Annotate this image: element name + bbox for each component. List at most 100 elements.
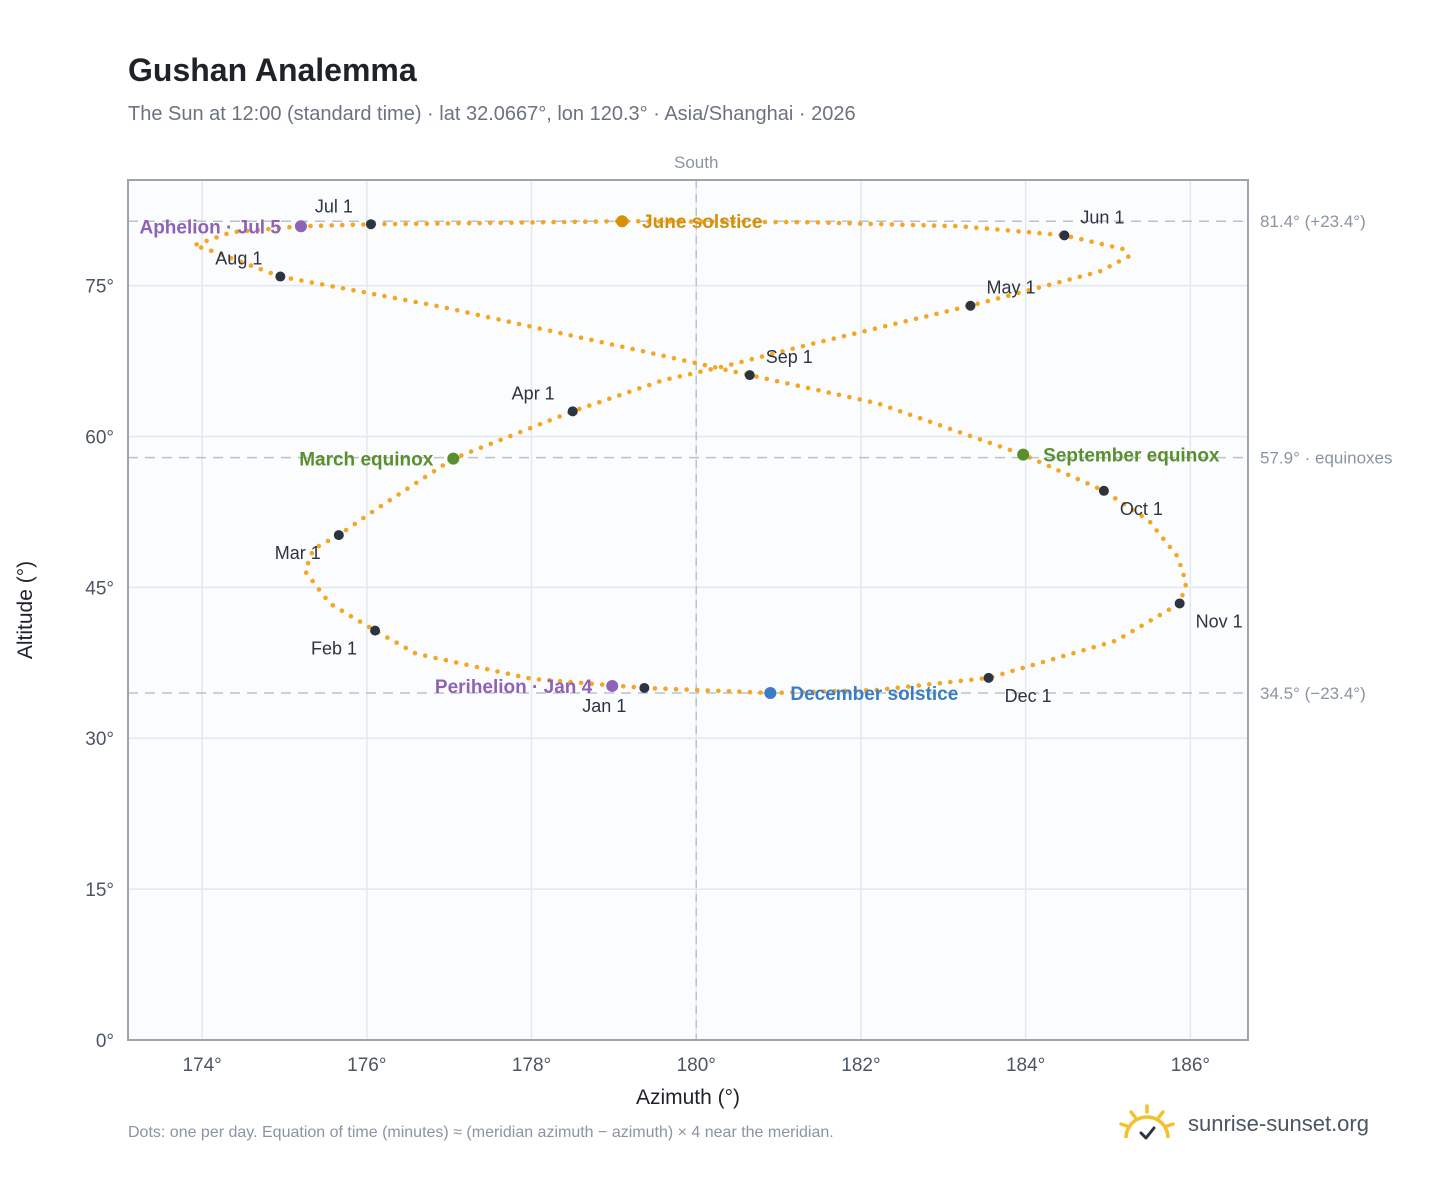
daily-sun-dot — [917, 416, 923, 421]
month-marker — [744, 370, 755, 381]
reference-label: 81.4° (+23.4°) — [1260, 212, 1366, 231]
daily-sun-dot — [887, 405, 893, 411]
daily-sun-dot — [1167, 544, 1173, 550]
daily-sun-dot — [954, 306, 960, 312]
reference-label: 57.9° · equinoxes — [1260, 449, 1393, 468]
daily-sun-dot — [997, 444, 1003, 449]
daily-sun-dot — [557, 678, 563, 684]
daily-sun-dot — [627, 389, 632, 395]
daily-sun-dot — [557, 414, 562, 419]
daily-sun-dot — [433, 655, 438, 661]
daily-sun-dot — [879, 221, 884, 227]
daily-sun-dot — [1016, 229, 1021, 234]
daily-sun-dot — [1120, 246, 1125, 252]
daily-sun-dot — [910, 222, 916, 228]
daily-sun-dot — [1099, 241, 1105, 247]
y-tick-label: 15° — [85, 880, 114, 901]
daily-sun-dot — [340, 286, 346, 291]
daily-sun-dot — [739, 359, 744, 365]
daily-sun-dot — [773, 219, 778, 225]
month-marker — [333, 530, 344, 541]
daily-sun-dot — [906, 684, 911, 689]
daily-sun-dot — [652, 686, 658, 691]
daily-sun-dot — [318, 223, 324, 228]
y-tick-label: 45° — [85, 578, 114, 599]
month-label: Oct 1 — [1120, 499, 1163, 519]
daily-sun-dot — [329, 223, 335, 228]
daily-sun-dot — [530, 220, 535, 225]
daily-sun-dot — [877, 402, 883, 407]
daily-sun-dot — [325, 538, 331, 544]
daily-sun-dot — [862, 328, 867, 334]
daily-sun-dot — [815, 220, 821, 225]
daily-sun-dot — [361, 222, 366, 227]
daily-sun-dot — [537, 326, 542, 331]
daily-sun-dot — [1097, 269, 1103, 274]
brand-link[interactable]: sunrise-sunset.org — [1118, 1102, 1369, 1146]
daily-sun-dot — [832, 688, 837, 694]
daily-sun-dot — [609, 342, 615, 347]
daily-sun-dot — [496, 317, 501, 322]
x-tick-label: 176° — [347, 1055, 386, 1076]
daily-sun-dot — [475, 312, 481, 318]
daily-sun-dot — [800, 343, 806, 349]
x-tick-label: 174° — [182, 1055, 221, 1076]
daily-sun-dot — [488, 441, 494, 447]
daily-sun-dot — [699, 219, 704, 224]
daily-sun-dot — [927, 419, 933, 425]
daily-sun-dot — [1111, 639, 1117, 644]
daily-sun-dot — [1056, 468, 1061, 473]
daily-sun-dot — [506, 319, 512, 325]
daily-sun-dot — [599, 339, 604, 345]
daily-sun-dot — [857, 397, 862, 402]
daily-sun-dot — [783, 219, 789, 225]
daily-sun-dot — [1085, 481, 1090, 486]
daily-sun-dot — [323, 595, 328, 601]
daily-sun-dot — [1016, 290, 1021, 296]
daily-sun-dot — [268, 270, 274, 276]
daily-sun-dot — [1071, 650, 1076, 656]
daily-sun-dot — [657, 379, 662, 384]
daily-sun-dot — [1126, 254, 1131, 259]
daily-sun-dot — [456, 221, 461, 226]
daily-sun-dot — [957, 430, 963, 435]
daily-sun-dot — [218, 252, 224, 257]
daily-sun-dot — [339, 222, 345, 228]
daily-sun-dot — [867, 399, 873, 405]
daily-sun-dot — [577, 406, 582, 412]
daily-sun-dot — [737, 689, 742, 694]
daily-sun-dot — [1079, 237, 1084, 242]
daily-sun-dot — [394, 640, 399, 645]
month-marker — [983, 672, 994, 683]
meridian-label: South — [674, 153, 718, 172]
month-marker — [1098, 485, 1109, 496]
daily-sun-dot — [789, 690, 795, 695]
daily-sun-dot — [392, 295, 398, 301]
daily-sun-dot — [794, 219, 800, 225]
daily-sun-dot — [752, 219, 757, 225]
daily-sun-dot — [527, 425, 533, 431]
daily-sun-dot — [361, 515, 366, 521]
daily-sun-dot — [593, 219, 599, 224]
daily-sun-dot — [1030, 662, 1036, 668]
daily-sun-dot — [1006, 293, 1011, 299]
daily-sun-dot — [396, 492, 401, 497]
daily-sun-dot — [651, 351, 656, 356]
daily-sun-dot — [831, 336, 837, 341]
daily-sun-dot — [889, 222, 895, 227]
daily-sun-dot — [1147, 519, 1153, 525]
daily-sun-dot — [927, 682, 932, 687]
daily-sun-dot — [731, 219, 736, 225]
daily-sun-dot — [508, 433, 513, 439]
daily-sun-dot — [1020, 665, 1025, 671]
daily-sun-dot — [422, 653, 428, 658]
daily-sun-dot — [921, 223, 926, 228]
daily-sun-dot — [621, 684, 626, 689]
daily-sun-dot — [343, 527, 349, 533]
daily-sun-dot — [863, 688, 869, 693]
daily-sun-dot — [258, 267, 264, 272]
daily-sun-dot — [712, 365, 718, 370]
daily-sun-dot — [403, 221, 409, 227]
daily-sun-dot — [698, 369, 703, 375]
daily-sun-dot — [468, 449, 474, 454]
